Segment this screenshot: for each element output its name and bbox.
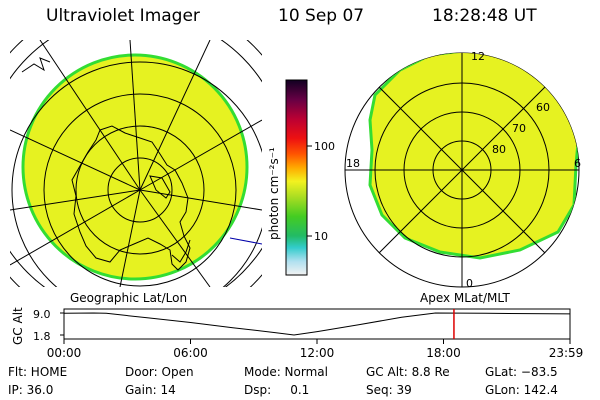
alt-ytick-high: 9.0 bbox=[33, 308, 51, 321]
colorbar: 100 10 photon cm⁻²s⁻¹ bbox=[267, 79, 335, 276]
flight-status: Flt: HOME bbox=[8, 365, 68, 379]
mlt-label-6: 6 bbox=[574, 157, 581, 170]
alt-xtick-2359: 23:59 bbox=[549, 346, 584, 360]
antarctica-coastline bbox=[71, 125, 191, 271]
geographic-map-panel bbox=[10, 40, 262, 287]
alt-xtick-0600: 06:00 bbox=[173, 346, 208, 360]
colorbar-tick-100: 100 bbox=[314, 140, 335, 153]
ip-status: IP: 36.0 bbox=[8, 383, 54, 397]
glon-status: GLon: 142.4 bbox=[485, 383, 558, 397]
gain-status: Gain: 14 bbox=[125, 383, 176, 397]
altitude-plot: 9.0 1.8 GC Alt 00:00 06:00 12:00 18:00 2… bbox=[11, 307, 583, 360]
geographic-panel-title: Geographic Lat/Lon bbox=[70, 291, 187, 305]
mlat-label-70: 70 bbox=[512, 122, 526, 135]
instrument-title: Ultraviolet Imager bbox=[46, 6, 200, 26]
seq-status: Seq: 39 bbox=[366, 383, 412, 397]
magnetic-dial-panel: 12 18 6 0 60 70 80 bbox=[344, 50, 581, 290]
mlt-label-18: 18 bbox=[346, 157, 360, 170]
glat-status: GLat: −83.5 bbox=[485, 365, 558, 379]
alt-xtick-1800: 18:00 bbox=[426, 346, 461, 360]
magnetic-panel-title: Apex MLat/MLT bbox=[420, 291, 510, 305]
alt-xtick-0000: 00:00 bbox=[47, 346, 82, 360]
time-label: 18:28:48 UT bbox=[432, 6, 537, 26]
dsp-status: Dsp: 0.1 bbox=[244, 383, 310, 397]
mode-status: Mode: Normal bbox=[244, 365, 328, 379]
mlt-label-12: 12 bbox=[471, 50, 485, 63]
door-status: Door: Open bbox=[125, 365, 194, 379]
latitude-grid bbox=[11, 61, 262, 287]
mlt-label-0: 0 bbox=[466, 277, 473, 290]
longitude-grid bbox=[10, 40, 262, 287]
gc-altitude-status: GC Alt: 8.8 Re bbox=[366, 365, 450, 379]
date-label: 10 Sep 07 bbox=[278, 6, 365, 26]
uvi-image-mlt bbox=[368, 53, 579, 260]
alt-xtick-1200: 12:00 bbox=[300, 346, 335, 360]
alt-ylabel: GC Alt bbox=[11, 307, 25, 345]
colorbar-unit-label: photon cm⁻²s⁻¹ bbox=[267, 147, 281, 240]
altitude-line bbox=[63, 312, 571, 336]
colorbar-tick-10: 10 bbox=[314, 230, 328, 243]
mlat-label-60: 60 bbox=[536, 101, 550, 114]
mlat-label-80: 80 bbox=[492, 143, 506, 156]
uvi-image-disk bbox=[21, 53, 249, 281]
alt-ytick-low: 1.8 bbox=[33, 330, 51, 343]
